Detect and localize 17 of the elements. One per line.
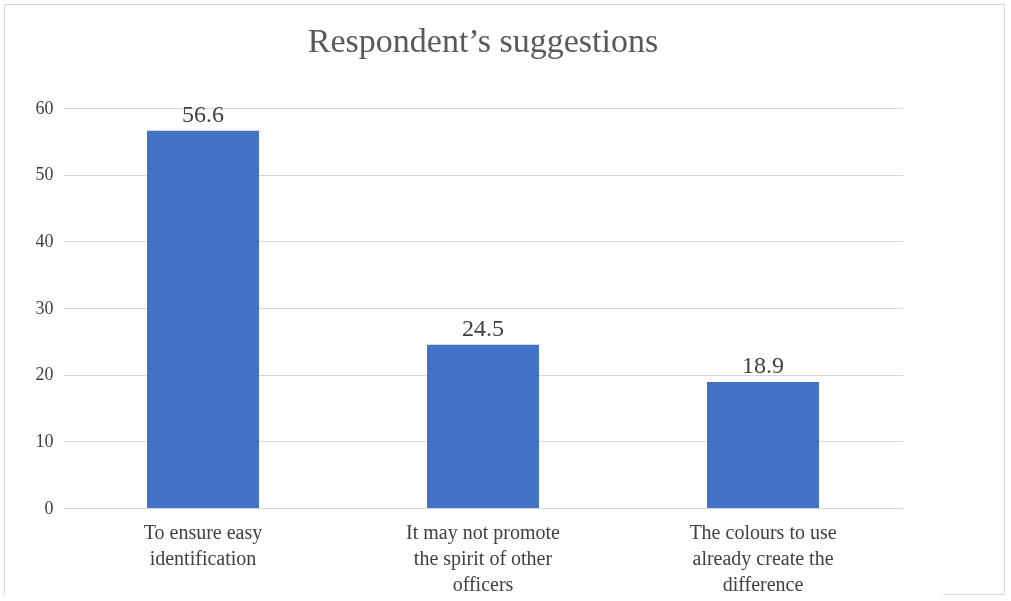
x-tick-label: The colours to use already create the difference: [689, 520, 837, 595]
data-label: 18.9: [742, 352, 784, 378]
y-tick-label: 30: [35, 297, 54, 318]
y-tick-label: 50: [35, 164, 54, 185]
y-tick-label: 10: [35, 430, 54, 451]
x-tick-label: It may not promote the spirit of other officers: [406, 520, 561, 595]
y-tick-label: 60: [35, 97, 54, 118]
bar: [147, 130, 259, 508]
y-tick-label: 40: [35, 230, 54, 251]
data-label: 56.6: [182, 100, 224, 127]
y-tick-label: 20: [35, 364, 54, 385]
y-tick-label: 0: [44, 497, 54, 518]
data-label: 24.5: [462, 314, 504, 341]
bar: [427, 344, 539, 508]
x-tick-label: To ensure easy identification: [143, 520, 263, 569]
bar: [707, 382, 819, 508]
chart-title: Respondent’s suggestions: [307, 22, 659, 59]
